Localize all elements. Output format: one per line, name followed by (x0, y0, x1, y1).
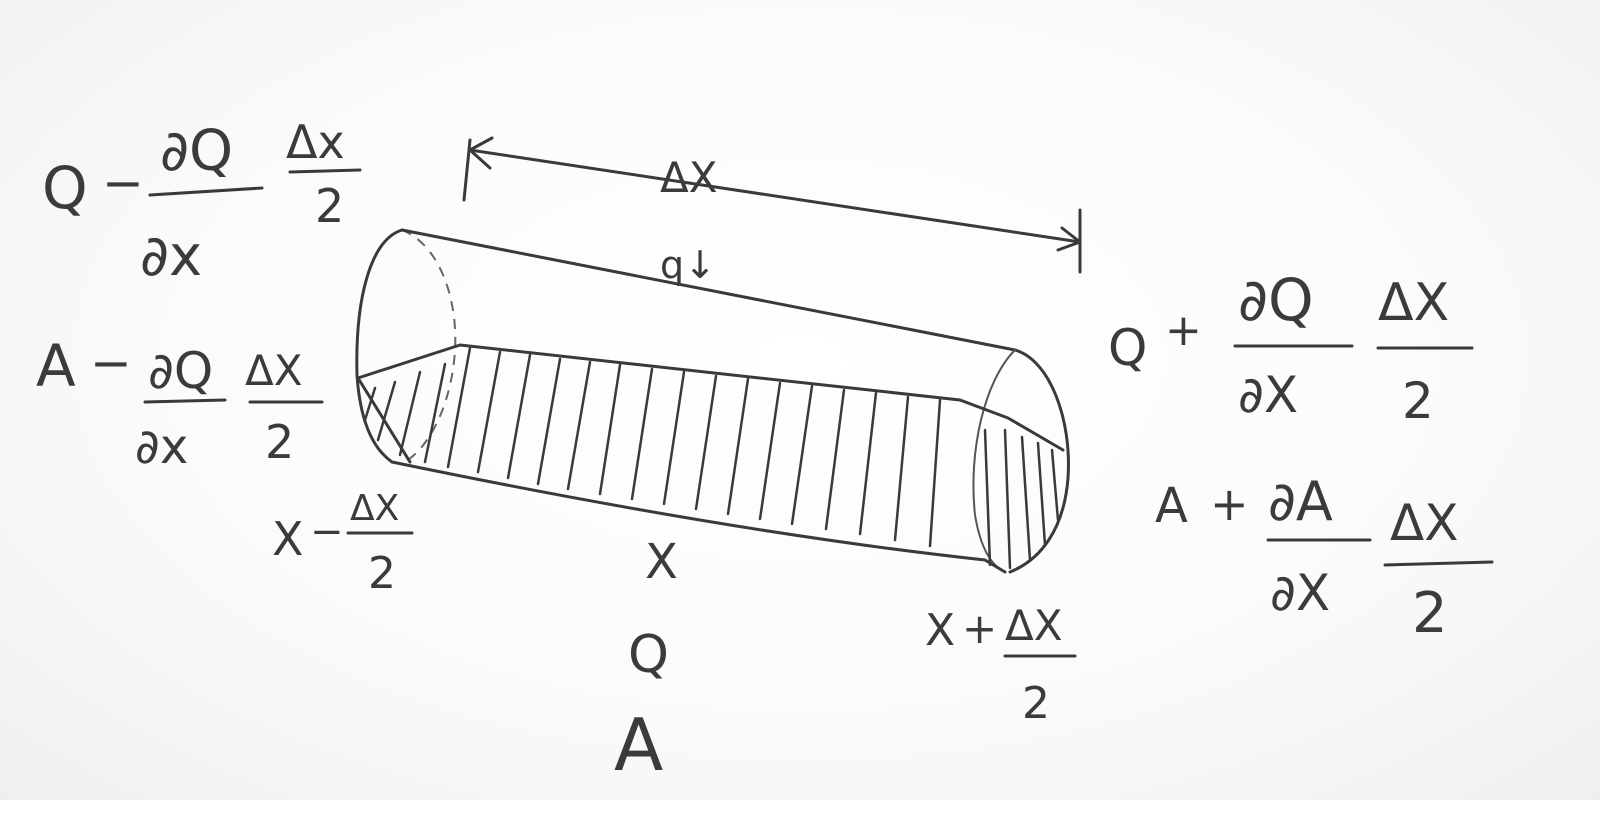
hatch-line (398, 370, 422, 457)
left-flow-frac-num: Δx (286, 115, 345, 169)
left-area-den: ∂x (135, 419, 188, 475)
hatch-line (598, 363, 622, 496)
left-position-expression: X − ΔX 2 (272, 488, 414, 599)
bottom-outline (390, 460, 1007, 574)
right-flow-den: ∂X (1238, 366, 1298, 424)
bottom-strip (0, 800, 1600, 813)
hatch-line (566, 360, 592, 491)
left-area-op: − (90, 334, 132, 392)
hatch-line (506, 353, 532, 480)
left-flow-base: Q (42, 154, 88, 222)
right-pos-frac-den: 2 (1022, 678, 1050, 729)
dimension-line (462, 136, 1082, 274)
hatch-line (790, 384, 814, 526)
right-position-expression: X + ΔX 2 (925, 601, 1077, 729)
right-area-base: A (1155, 478, 1188, 534)
left-pos-frac-den: 2 (368, 548, 396, 599)
right-flow-frac-den: 2 (1402, 372, 1434, 430)
left-area-bar (143, 398, 227, 404)
left-area-expression: A − ∂Q ∂x ΔX 2 (36, 332, 324, 475)
hatch-line (1003, 428, 1012, 570)
left-area-base: A (36, 332, 76, 400)
hatch-line (858, 391, 878, 536)
hatch-line (423, 362, 447, 464)
right-pos-op: + (962, 604, 997, 653)
hatch-line (536, 357, 562, 486)
hatch-line (630, 367, 654, 501)
channel-body (355, 228, 1070, 574)
left-area-num: ∂Q (148, 342, 213, 400)
hatch-line (363, 386, 377, 422)
hatch-line (1020, 435, 1032, 562)
center-area: A (614, 703, 663, 787)
center-labels: X Q A (614, 534, 678, 787)
right-area-op: + (1210, 477, 1249, 531)
hatch-line (662, 370, 686, 506)
hatch-line (1050, 448, 1060, 522)
right-pos-base: X (925, 605, 955, 656)
right-area-frac-num: ΔX (1390, 494, 1458, 552)
left-flow-den: ∂x (140, 224, 202, 289)
wetted-area-hatching (363, 346, 1060, 570)
hatch-line (928, 398, 942, 548)
arrowhead-left-icon (468, 136, 494, 170)
left-end-front (355, 228, 404, 464)
right-pos-frac-num: ΔX (1005, 601, 1063, 650)
left-flow-expression: Q − ∂Q ∂x Δx 2 (42, 115, 362, 289)
hatch-line (446, 346, 472, 469)
length-label: ΔX (660, 153, 718, 202)
hatch-line (1036, 441, 1047, 547)
right-area-expression: A + ∂A ∂X ΔX 2 (1155, 470, 1494, 646)
left-flow-num: ∂Q (160, 119, 233, 184)
left-pos-op: − (310, 509, 344, 555)
hatch-line (376, 380, 397, 442)
center-position: X (645, 534, 678, 590)
hatch-line (758, 381, 782, 521)
left-flow-op: − (102, 154, 144, 212)
left-end-back (401, 229, 457, 463)
hatch-line (983, 428, 992, 567)
right-flow-num: ∂Q (1238, 266, 1314, 334)
right-flow-expression: Q + ∂Q ∂X ΔX 2 (1108, 266, 1474, 430)
hatch-line (476, 350, 502, 474)
right-flow-frac-num: ΔX (1378, 273, 1449, 333)
top-outline (400, 228, 1017, 352)
left-flow-bar (148, 186, 264, 197)
hatch-line (694, 374, 718, 511)
hatch-line (726, 377, 750, 516)
dimension-arrow-line (468, 148, 1082, 244)
right-area-frac-bar (1383, 560, 1494, 567)
left-area-frac-den: 2 (265, 415, 294, 469)
right-area-num: ∂A (1268, 470, 1333, 533)
right-area-den: ∂X (1270, 564, 1330, 622)
right-end-front (1008, 348, 1070, 574)
left-flow-frac-bar (288, 168, 362, 174)
arrowhead-right-icon (1056, 226, 1082, 252)
left-pos-base: X (272, 512, 304, 566)
left-area-frac-num: ΔX (245, 346, 303, 395)
right-area-frac-den: 2 (1412, 581, 1448, 646)
hatch-line (893, 395, 910, 542)
left-flow-frac-den: 2 (315, 179, 344, 233)
right-flow-op: + (1165, 305, 1202, 356)
center-flow: Q (628, 625, 669, 685)
left-pos-frac-num: ΔX (350, 488, 399, 529)
load-label: q↓ (660, 243, 716, 287)
hatch-line (824, 388, 846, 531)
water-surface-line (356, 343, 1065, 452)
right-flow-base: Q (1108, 319, 1147, 377)
